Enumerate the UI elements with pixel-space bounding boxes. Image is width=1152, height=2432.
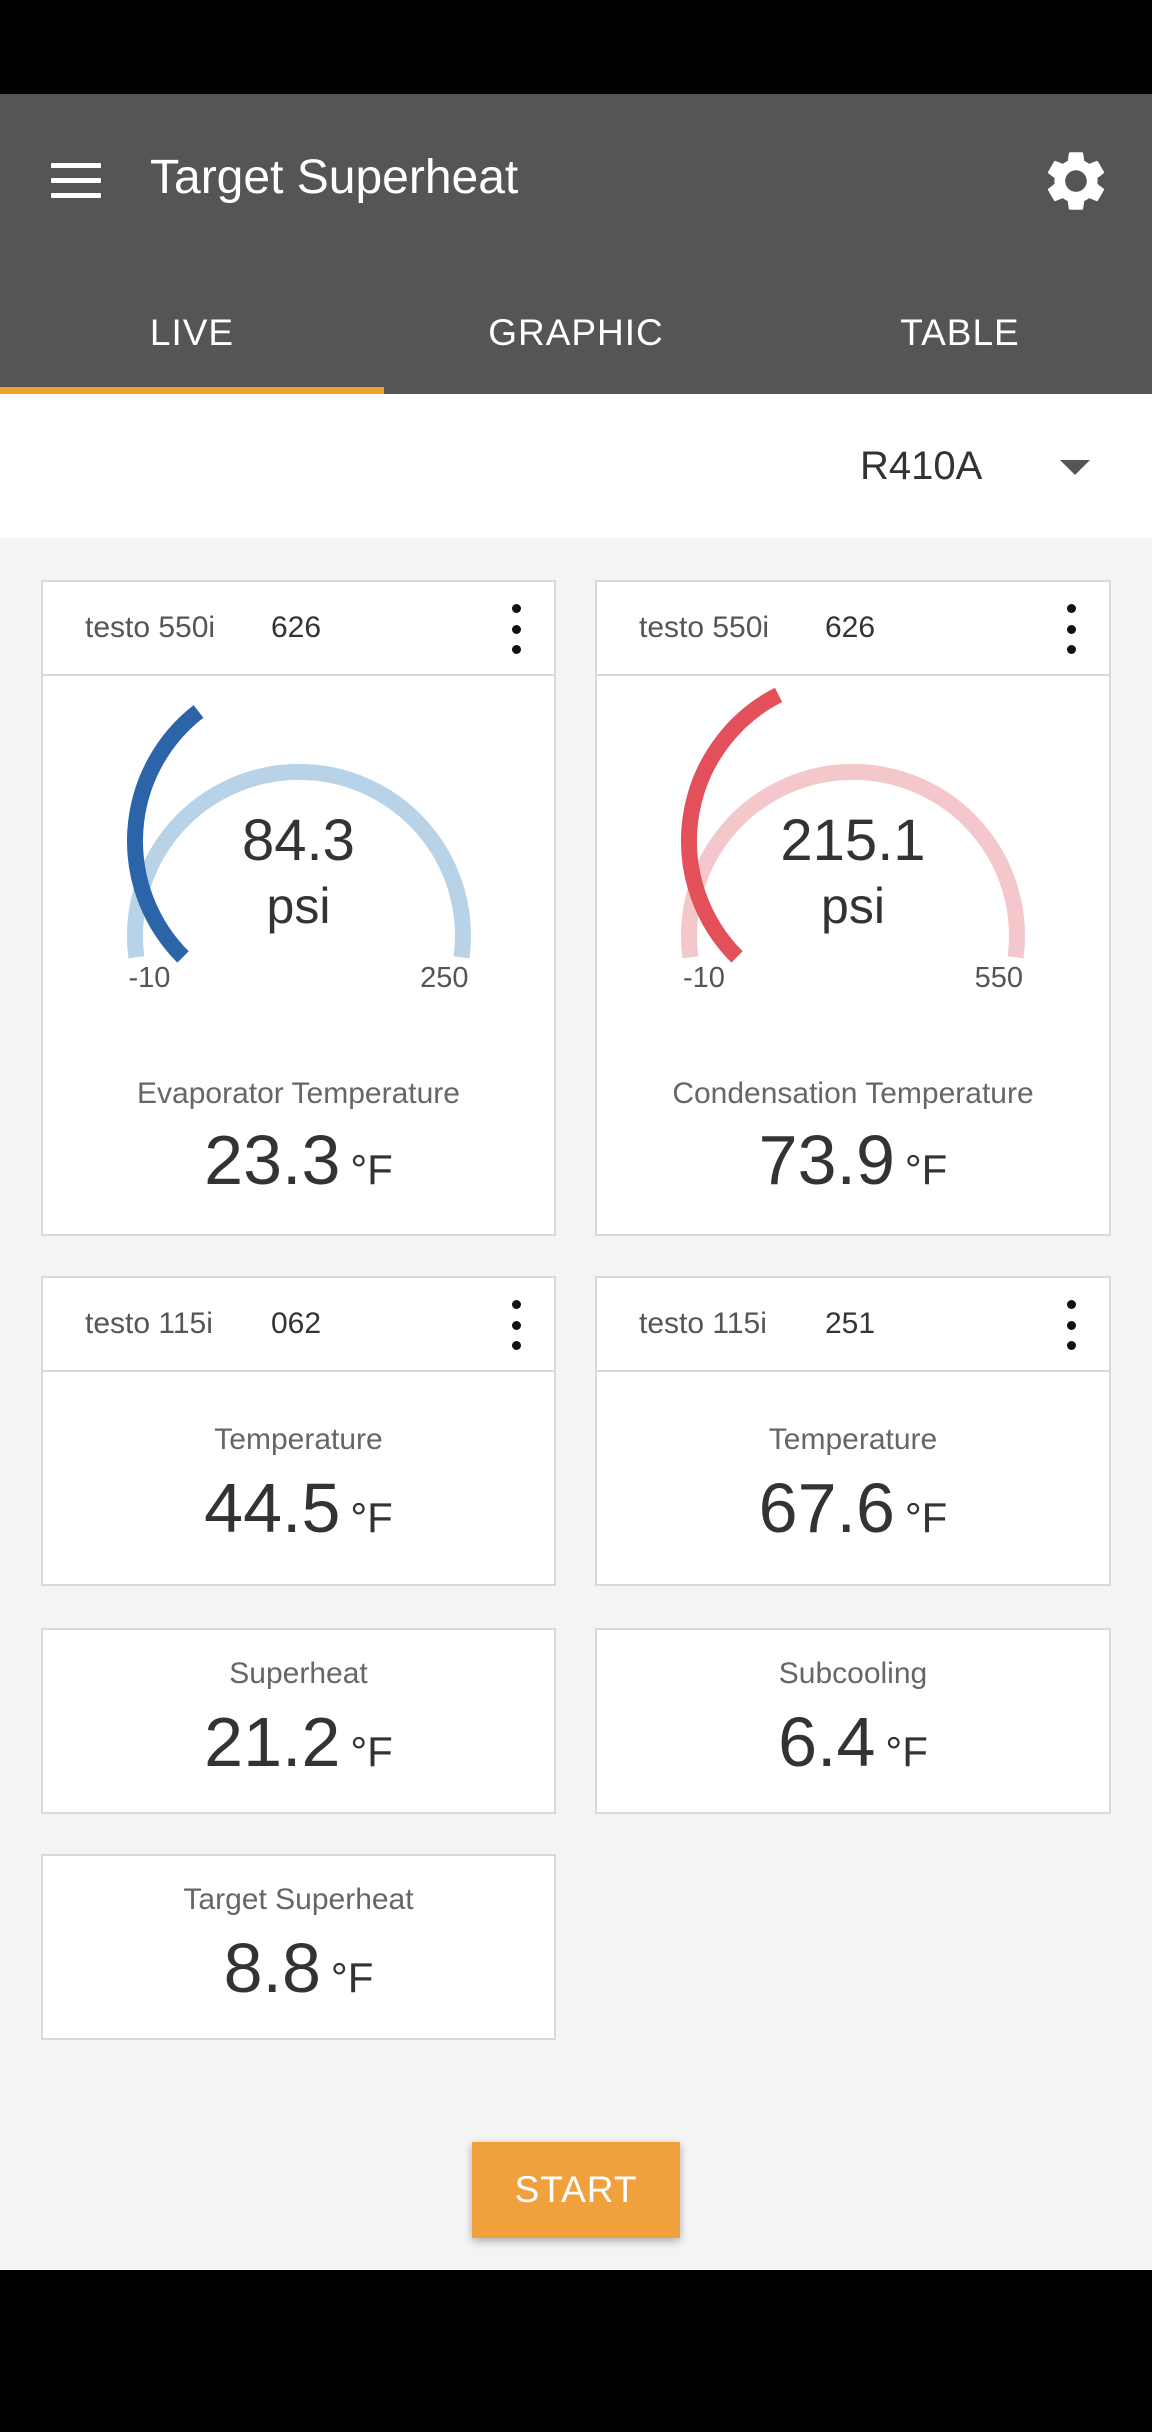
target-superheat-card: Target Superheat 8.8 °F (41, 1854, 556, 2040)
measurement-label: Condensation Temperature (672, 1077, 1034, 1110)
tab-bar: LIVE GRAPHIC TABLE (0, 288, 1152, 394)
measurement-reading: 8.8 °F (43, 1928, 554, 2028)
measurement-label: Temperature (768, 1423, 938, 1456)
gauge-track (681, 764, 1025, 959)
tab-live[interactable]: LIVE (0, 288, 384, 394)
measurement-value: 21.2 (204, 1703, 341, 1781)
measurement-reading: 21.2 °F (43, 1702, 554, 1802)
measurement-label: Temperature (214, 1423, 383, 1456)
measurement-reading: 67.6 °F (597, 1468, 1109, 1568)
navigation-bar (0, 2270, 1152, 2432)
menu-icon[interactable] (36, 150, 116, 210)
more-vert-icon[interactable] (1059, 604, 1083, 654)
measurement-reading: 6.4 °F (597, 1702, 1109, 1802)
measurement-value: 44.5 (204, 1469, 341, 1547)
gauge-min: -10 (683, 962, 725, 994)
chevron-down-icon (1060, 460, 1090, 475)
more-vert-icon[interactable] (504, 1300, 528, 1350)
measurement-unit: °F (904, 1146, 948, 1193)
card-header: testo 550i 626 (597, 582, 1109, 676)
measurement-label: Evaporator Temperature (137, 1077, 460, 1110)
measurement-unit: °F (330, 1954, 374, 2001)
tab-graphic[interactable]: GRAPHIC (488, 312, 664, 353)
probe-name: testo 115i (85, 1307, 213, 1340)
status-bar (0, 0, 1152, 94)
gauge-max: 550 (974, 962, 1023, 994)
more-vert-icon[interactable] (504, 604, 528, 654)
measurement-label: Superheat (229, 1657, 368, 1690)
measurement-value: 6.4 (778, 1703, 876, 1781)
subcooling-card: Subcooling 6.4 °F (595, 1628, 1111, 1814)
gauge-unit: psi (821, 878, 885, 934)
measurement-reading: 23.3 °F (43, 1120, 554, 1220)
probe-serial: 626 (271, 611, 322, 644)
low-pressure-gauge: 84.3 psi -10 250 (99, 686, 499, 1006)
gauge-max: 250 (420, 962, 469, 994)
probe-name: testo 550i (85, 611, 216, 644)
card-header: testo 115i 251 (597, 1278, 1109, 1372)
measurement-reading: 73.9 °F (597, 1120, 1109, 1220)
page-title: Target Superheat (150, 151, 519, 204)
superheat-card: Superheat 21.2 °F (41, 1628, 556, 1814)
card-header: testo 115i 062 (43, 1278, 554, 1372)
low-pressure-card: testo 550i 626 84.3 psi -10 250 Evaporat… (41, 580, 556, 1236)
probe-serial: 062 (271, 1307, 322, 1340)
measurement-unit: °F (350, 1494, 393, 1541)
temperature-card-1: testo 115i 062 Temperature 44.5 °F (41, 1276, 556, 1586)
measurement-value: 8.8 (223, 1929, 321, 2007)
temperature-card-2: testo 115i 251 Temperature 67.6 °F (595, 1276, 1111, 1586)
measurement-value: 23.3 (204, 1121, 341, 1199)
high-pressure-card: testo 550i 626 215.1 psi -10 550 Condens… (595, 580, 1111, 1236)
measurement-value: 73.9 (758, 1121, 895, 1199)
measurement-label: Subcooling (778, 1657, 928, 1690)
gauge-fill (681, 687, 783, 963)
refrigerant-select[interactable]: R410A (830, 436, 1120, 496)
measurement-value: 67.6 (758, 1469, 895, 1547)
gauge-value: 215.1 (780, 808, 926, 873)
gauge-unit: psi (266, 878, 331, 934)
probe-serial: 626 (825, 611, 876, 644)
app-bar: Target Superheat LIVE GRAPHIC TABLE (0, 94, 1152, 394)
refrigerant-value: R410A (860, 444, 983, 488)
measurement-unit: °F (904, 1494, 948, 1541)
tab-table[interactable]: TABLE (900, 312, 1020, 353)
gauge-track (126, 764, 471, 959)
gauge-fill (126, 705, 203, 963)
measurement-unit: °F (885, 1728, 928, 1775)
card-header: testo 550i 626 (43, 582, 554, 676)
measurement-label: Target Superheat (183, 1883, 414, 1916)
refrigerant-bar: R410A (0, 394, 1152, 538)
probe-name: testo 115i (639, 1307, 767, 1340)
more-vert-icon[interactable] (1059, 1300, 1083, 1350)
measurement-unit: °F (350, 1146, 393, 1193)
measurement-unit: °F (350, 1728, 393, 1775)
gauge-min: -10 (128, 962, 171, 994)
gauge-value: 84.3 (242, 808, 355, 873)
gear-icon[interactable] (1040, 145, 1112, 217)
probe-serial: 251 (825, 1307, 876, 1340)
measurement-grid: testo 550i 626 84.3 psi -10 250 Evaporat… (0, 538, 1152, 2270)
high-pressure-gauge: 215.1 psi -10 550 (653, 686, 1053, 1006)
measurement-reading: 44.5 °F (43, 1468, 554, 1568)
start-button[interactable]: START (472, 2142, 680, 2238)
probe-name: testo 550i (639, 611, 770, 644)
